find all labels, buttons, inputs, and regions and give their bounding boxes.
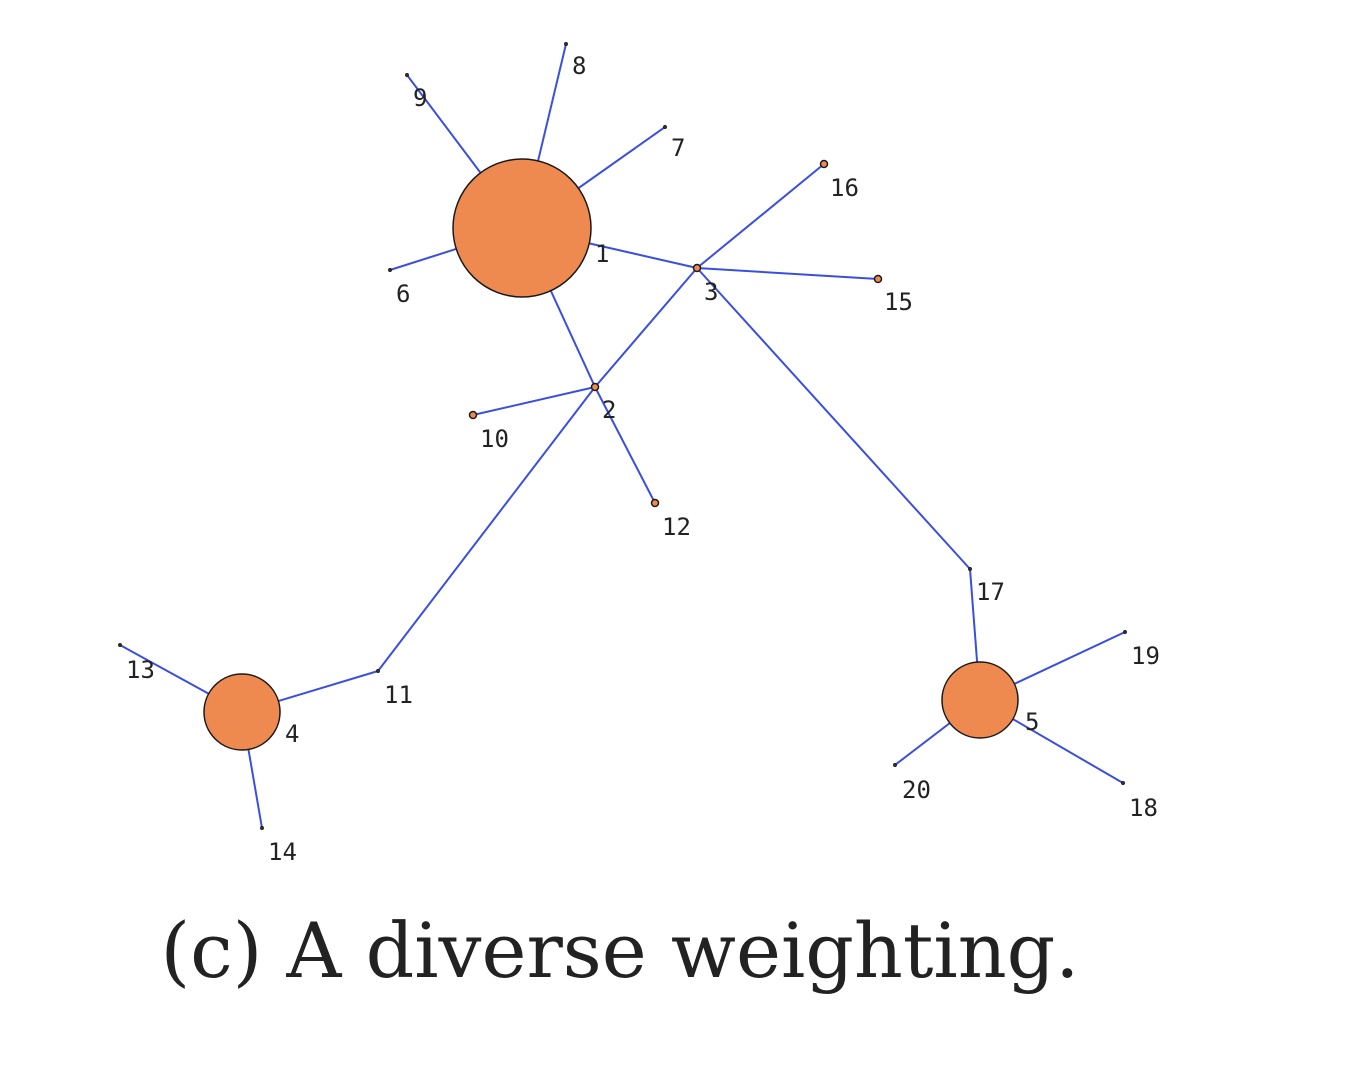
node-label-4: 4 [285,720,299,748]
node-label-5: 5 [1025,708,1039,736]
node-label-3: 3 [704,278,718,306]
node-label-2: 2 [602,396,616,424]
node-3 [692,263,702,273]
node-label-15: 15 [884,288,913,316]
node-label-16: 16 [830,174,859,202]
node-9 [405,73,409,77]
nodes-layer [118,42,1127,830]
node-16 [819,159,829,169]
edge-3-17 [696,267,971,570]
node-6 [388,268,392,272]
node-label-14: 14 [268,838,297,866]
node-5 [941,661,1019,739]
node-14 [260,826,264,830]
node-4 [203,673,281,751]
node-label-18: 18 [1129,794,1158,822]
edge-2-10 [472,386,596,416]
node-1 [452,158,592,298]
edge-3-15 [696,267,879,280]
node-label-13: 13 [126,656,155,684]
node-label-19: 19 [1131,642,1160,670]
node-label-6: 6 [396,280,410,308]
node-2 [590,382,600,392]
figure-caption: (c) A diverse weighting. [160,906,1080,995]
node-label-7: 7 [671,134,685,162]
node-12 [650,498,660,508]
edge-3-2 [594,267,698,388]
node-19 [1123,630,1127,634]
node-18 [1121,781,1125,785]
node-label-10: 10 [480,425,509,453]
node-label-9: 9 [413,84,427,112]
node-10 [468,410,478,420]
node-label-11: 11 [384,681,413,709]
node-label-20: 20 [902,776,931,804]
node-17 [968,567,972,571]
edge-3-16 [696,163,825,269]
node-label-17: 17 [976,578,1005,606]
node-7 [663,125,667,129]
node-label-12: 12 [662,513,691,541]
node-label-8: 8 [572,52,586,80]
node-20 [893,763,897,767]
node-8 [564,42,568,46]
edge-2-12 [594,386,656,504]
node-13 [118,643,122,647]
edge-2-11 [377,386,596,672]
node-11 [376,669,380,673]
node-15 [873,274,883,284]
node-label-1: 1 [595,240,609,268]
